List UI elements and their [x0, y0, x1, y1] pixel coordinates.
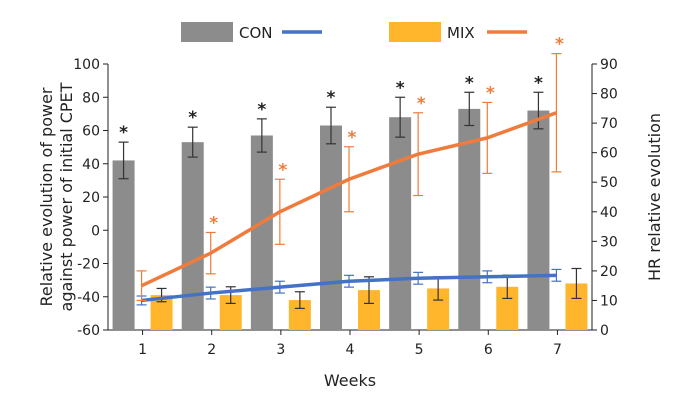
- y-tick-left-label: 100: [73, 57, 100, 73]
- y-tick-left-label: 60: [82, 124, 100, 140]
- legend-swatch-con_bar: [181, 22, 233, 42]
- y-axis-left-title-line: against power of initial CPET: [57, 82, 76, 311]
- x-tick-label: 4: [346, 342, 355, 358]
- bar-con: [250, 135, 273, 330]
- x-axis-title: Weeks: [324, 371, 376, 390]
- y-tick-right-label: 40: [600, 205, 618, 221]
- y-tick-right-label: 50: [600, 175, 618, 191]
- bar-mix: [358, 290, 380, 330]
- y-axis-left-title: Relative evolution of poweragainst power…: [37, 82, 76, 311]
- y-tick-left-label: -60: [77, 323, 100, 339]
- significance-star: *: [534, 73, 543, 93]
- x-tick-label: 6: [484, 342, 493, 358]
- significance-star: *: [119, 123, 128, 143]
- y-tick-right-label: 0: [600, 323, 609, 339]
- y-tick-right-label: 90: [600, 57, 618, 73]
- x-tick-label: 2: [207, 342, 216, 358]
- y-tick-right-label: 80: [600, 87, 618, 103]
- bar-con: [181, 142, 204, 330]
- significance-star: *: [257, 100, 266, 120]
- bar-con: [458, 108, 481, 330]
- significance-star: *: [465, 73, 474, 93]
- y-tick-left-label: 0: [91, 223, 100, 239]
- bar-mix: [288, 300, 311, 330]
- legend-label-con_bar: CON: [239, 24, 273, 42]
- y-tick-left-label: 40: [82, 157, 100, 173]
- y-tick-right-label: 60: [600, 146, 618, 162]
- y-tick-right-label: 70: [600, 116, 618, 132]
- y-axis-right-title: HR relative evolution: [645, 113, 664, 281]
- y-tick-right-label: 30: [600, 234, 618, 250]
- significance-star: *: [555, 35, 564, 55]
- x-tick-label: 5: [415, 342, 424, 358]
- bar-mix: [150, 295, 173, 330]
- legend: CON MIX: [181, 22, 527, 42]
- significance-star: *: [327, 88, 336, 108]
- bar-mix: [219, 295, 242, 330]
- axes: -60 -40 -20 0 20 40 60 80 100 0 10 20 30 40 50 60 70 80 90…: [73, 57, 618, 358]
- y-tick-right-label: 10: [600, 293, 618, 309]
- significance-star: *: [209, 213, 218, 233]
- bar-con: [389, 117, 412, 330]
- bar-mix: [565, 283, 588, 330]
- significance-star: *: [278, 160, 287, 180]
- y-tick-left-label: 80: [82, 90, 100, 106]
- legend-swatch-mix_bar: [389, 22, 441, 42]
- y-axis-left-title-line: Relative evolution of power: [37, 87, 56, 306]
- significance-star: *: [188, 108, 197, 128]
- legend-label-mix_bar: MIX: [447, 24, 475, 42]
- significance-markers: * * * * * * * * * * * * *: [119, 35, 564, 234]
- bar-con: [320, 125, 342, 330]
- bar-mix: [496, 286, 519, 330]
- bar-con: [527, 110, 550, 330]
- lines: [136, 53, 562, 306]
- x-tick-label: 1: [138, 342, 147, 358]
- y-tick-left-label: -20: [77, 257, 100, 273]
- bar-con: [112, 160, 135, 330]
- bar-mix: [427, 288, 450, 330]
- significance-star: *: [486, 83, 495, 103]
- y-tick-right-label: 20: [600, 264, 618, 280]
- significance-star: *: [417, 94, 426, 114]
- x-tick-label: 3: [276, 342, 285, 358]
- y-tick-left-label: -40: [77, 290, 100, 306]
- x-tick-label: 7: [553, 342, 562, 358]
- significance-star: *: [348, 128, 357, 148]
- y-tick-left-label: 20: [82, 190, 100, 206]
- significance-star: *: [396, 78, 405, 98]
